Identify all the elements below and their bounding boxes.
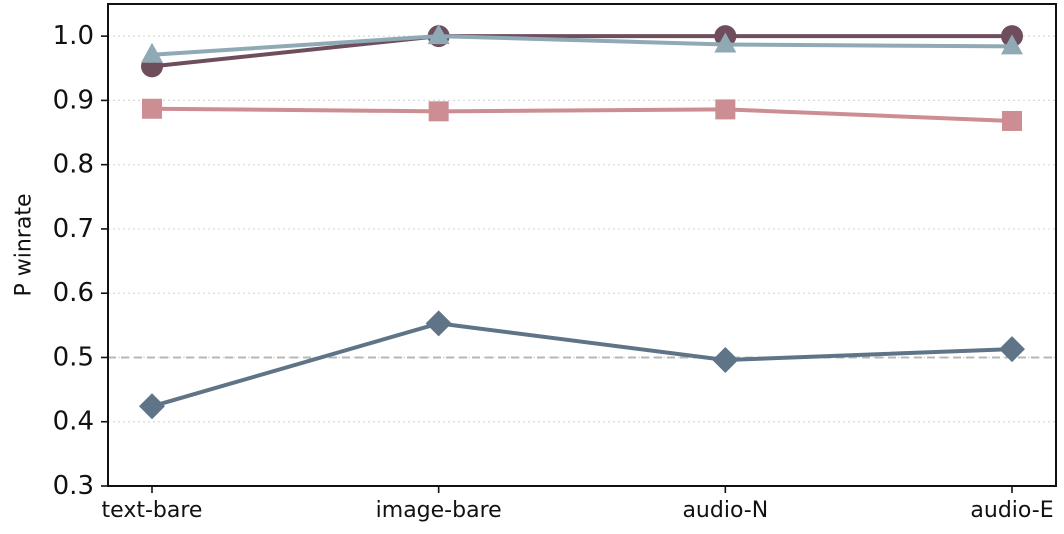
data-point — [715, 99, 736, 120]
series-line — [150, 106, 1014, 123]
data-point — [425, 310, 452, 337]
series-line — [150, 34, 1014, 69]
plot-frame — [107, 3, 1057, 487]
series-line — [150, 34, 1014, 57]
data-point — [141, 42, 163, 63]
data-point — [714, 32, 737, 53]
series-diamond — [139, 310, 1025, 420]
grid-layer — [108, 35, 1056, 423]
x-tick-label: audio-N — [682, 498, 768, 523]
x-tick-label: text-bare — [102, 498, 203, 523]
data-point — [1002, 110, 1022, 131]
x-tick-label: image-bare — [376, 498, 502, 523]
data-point — [139, 393, 165, 420]
series-layer — [139, 24, 1025, 420]
axis-layer: 0.3 0.4 0.5 0.6 0.7 0.8 0.9 1.0 text-bare image-b… — [53, 3, 1057, 523]
data-point — [427, 24, 450, 45]
y-tick-label: 1.0 — [53, 21, 94, 51]
y-tick-label: 0.4 — [53, 407, 94, 437]
data-point — [1001, 34, 1023, 55]
x-tick-label: audio-E — [970, 498, 1053, 523]
data-point — [999, 336, 1025, 363]
y-axis-label: P winrate — [12, 194, 37, 297]
y-tick-label: 0.5 — [53, 342, 94, 372]
series-triangle — [141, 24, 1023, 63]
data-point — [428, 101, 449, 122]
series-line — [150, 321, 1014, 409]
y-tick-label: 0.7 — [53, 214, 94, 244]
y-tick-label: 0.9 — [53, 85, 94, 115]
y-tick-label: 0.8 — [53, 150, 94, 180]
data-point — [142, 98, 162, 119]
y-tick-label: 0.3 — [53, 471, 94, 501]
series-square — [142, 98, 1022, 131]
data-point — [712, 347, 739, 374]
y-tick-label: 0.6 — [53, 278, 94, 308]
series-circle — [141, 25, 1023, 78]
